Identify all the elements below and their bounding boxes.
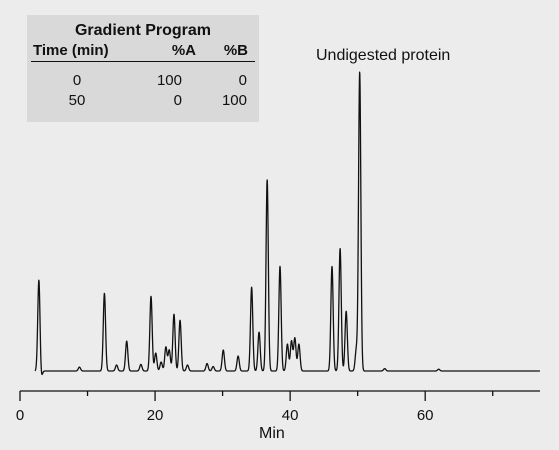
cell-time: 0 — [72, 72, 82, 89]
x-tick-label: 40 — [282, 407, 299, 424]
gradient-program-title: Gradient Program — [74, 22, 212, 39]
x-tick-label: 60 — [417, 407, 434, 424]
cell-percent-b: 0 — [238, 72, 247, 89]
cell-time: 50 — [68, 92, 86, 109]
x-tick-label: 20 — [147, 407, 164, 424]
gradient-program-table: Gradient Program Time (min) %A %B 0 100 … — [27, 15, 259, 122]
table-row: 0 100 0 — [27, 72, 259, 92]
chromatogram-trace — [34, 71, 541, 376]
x-axis-label: Min — [259, 425, 285, 442]
table-row: 50 0 100 — [27, 92, 259, 112]
gradient-table-header: Time (min) %A %B — [27, 42, 259, 62]
peak-annotation-undigested-protein: Undigested protein — [316, 47, 451, 64]
cell-percent-a: 0 — [173, 92, 182, 109]
cell-percent-a: 100 — [156, 72, 182, 89]
cell-percent-b: 100 — [221, 92, 247, 109]
x-tick-label: 0 — [16, 407, 24, 424]
header-divider — [31, 61, 255, 62]
header-time: Time (min) — [33, 42, 109, 59]
x-axis-ticks: 0 20 40 60 — [16, 391, 494, 424]
header-percent-a: %A — [171, 42, 196, 59]
header-percent-b: %B — [223, 42, 248, 59]
